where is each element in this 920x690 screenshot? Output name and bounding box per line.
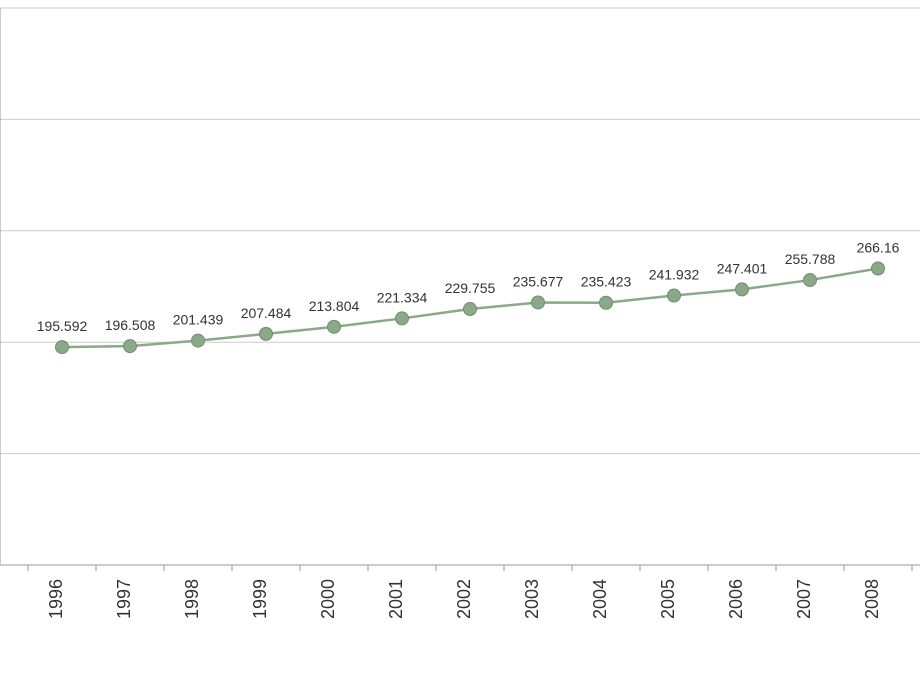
data-point bbox=[600, 296, 613, 309]
data-point-label: 266.16 bbox=[857, 239, 900, 255]
x-axis-label: 2006 bbox=[726, 579, 746, 619]
data-point-label: 196.508 bbox=[105, 317, 156, 333]
data-point bbox=[328, 320, 341, 333]
x-axis-label: 2007 bbox=[794, 579, 814, 619]
data-point bbox=[192, 334, 205, 347]
data-point-label: 201.439 bbox=[173, 312, 224, 328]
data-point-label: 221.334 bbox=[377, 289, 428, 305]
data-point bbox=[872, 262, 885, 275]
x-axis-label: 1997 bbox=[114, 579, 134, 619]
chart-container: 1996 1997 1998 1999 2000 2001 2002 2003 2004 2005… bbox=[0, 0, 920, 690]
data-point-label: 255.788 bbox=[785, 251, 836, 267]
data-point-label: 229.755 bbox=[445, 280, 496, 296]
x-axis-label: 2004 bbox=[590, 579, 610, 619]
data-point bbox=[464, 303, 477, 316]
line-chart: 1996 1997 1998 1999 2000 2001 2002 2003 2004 2005… bbox=[0, 0, 920, 690]
data-point bbox=[736, 283, 749, 296]
data-point-label: 247.401 bbox=[717, 260, 768, 276]
data-point-label: 213.804 bbox=[309, 298, 360, 314]
data-point bbox=[668, 289, 681, 302]
x-axis-label: 2002 bbox=[454, 579, 474, 619]
data-point bbox=[396, 312, 409, 325]
data-point-label: 241.932 bbox=[649, 266, 700, 282]
x-axis-label: 1996 bbox=[46, 579, 66, 619]
data-point-label: 207.484 bbox=[241, 305, 292, 321]
x-axis-label: 2008 bbox=[862, 579, 882, 619]
x-axis-label: 1999 bbox=[250, 579, 270, 619]
x-axis-label: 2001 bbox=[386, 579, 406, 619]
data-point bbox=[260, 327, 273, 340]
data-point bbox=[804, 274, 817, 287]
x-axis-label: 2003 bbox=[522, 579, 542, 619]
x-axis-label: 2005 bbox=[658, 579, 678, 619]
data-point-label: 235.423 bbox=[581, 274, 632, 290]
data-point bbox=[124, 340, 137, 353]
data-point-label: 235.677 bbox=[513, 273, 564, 289]
data-point bbox=[532, 296, 545, 309]
x-axis-label: 2000 bbox=[318, 579, 338, 619]
data-point bbox=[56, 341, 69, 354]
x-axis-label: 1998 bbox=[182, 579, 202, 619]
data-point-label: 195.592 bbox=[37, 318, 88, 334]
